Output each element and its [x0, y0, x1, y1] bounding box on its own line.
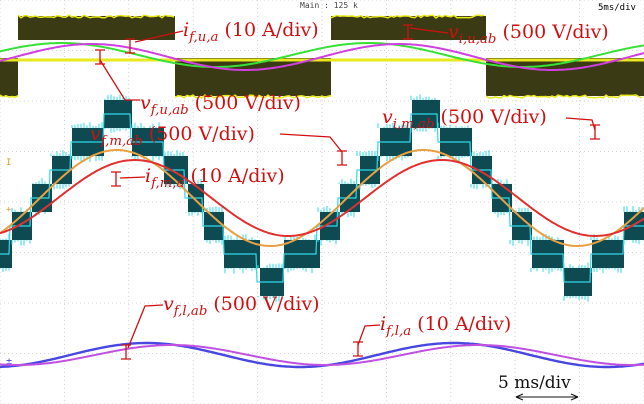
pwm-edge-bottom	[485, 94, 643, 99]
label-v-f-u-ab: vf,u,ab (500 V/div)	[140, 92, 301, 118]
time-scale-arrowhead-right	[570, 393, 579, 401]
leader-v-i-u-ab	[409, 27, 449, 34]
pwm-edge-bottom	[174, 94, 332, 99]
annotations: if,u,a (10 A/div) vi,u,ab (500 V/div) vf,u…	[90, 19, 609, 360]
trace-i-f-m-a	[0, 159, 644, 237]
leader-v-f-m-ab	[279, 133, 343, 153]
marker-v-f-u-ab	[95, 49, 105, 65]
leader-v-i-m-ab	[565, 117, 596, 131]
trace-v-f-m-ab	[0, 149, 644, 247]
staircase-band	[336, 212, 340, 240]
marker-i-f-l-a	[353, 341, 363, 357]
trace-v-f-u-ab	[0, 43, 644, 71]
marker-i-f-m-a	[111, 171, 121, 187]
pwm-block-high	[18, 16, 175, 40]
marker-v-f-l-ab	[121, 344, 131, 360]
marker-v-i-m-ab	[590, 124, 600, 140]
header-right: 5ms/div	[598, 3, 636, 13]
marker-v-i-u-ab	[403, 24, 413, 40]
label-v-f-m-ab: vf,m,ab (500 V/div)	[90, 123, 255, 149]
traces	[0, 14, 644, 369]
time-scale-label: 5 ms/div	[498, 373, 571, 393]
pwm-edge-top	[17, 14, 175, 19]
staircase-band	[436, 100, 440, 128]
leader-v-f-l-ab	[127, 304, 164, 349]
leader-v-f-u-ab	[99, 59, 140, 101]
leader-i-f-u-a	[134, 30, 184, 43]
label-v-f-l-ab: vf,l,ab (500 V/div)	[163, 293, 320, 319]
ch-marker-mid-1: I	[6, 158, 11, 168]
trace-i-f-u-a	[0, 42, 644, 68]
staircase-band	[508, 184, 512, 212]
header-center: Main : 125 k	[300, 1, 358, 10]
marker-v-f-m-ab	[337, 150, 347, 166]
label-i-f-l-a: if,l,a (10 A/div)	[380, 313, 511, 339]
trace-v-i-m-ab	[0, 113, 644, 283]
leader-i-f-l-a	[357, 324, 381, 346]
pwm-edge-top	[330, 14, 485, 19]
staircase-band	[48, 184, 52, 212]
staircase-band	[184, 156, 188, 184]
time-scale-arrowhead-left	[515, 393, 524, 401]
ch-marker-low: ±	[6, 356, 12, 367]
label-i-f-m-a: if,m,a (10 A/div)	[145, 165, 285, 191]
label-i-f-u-a: if,u,a (10 A/div)	[183, 19, 319, 45]
label-v-i-m-ab: vi,m,ab (500 V/div)	[382, 106, 547, 132]
marker-i-f-u-a	[125, 38, 135, 54]
staircase-band	[316, 240, 320, 268]
pwm-block-low	[486, 58, 644, 96]
staircase-band	[8, 240, 12, 268]
leader-i-f-m-a	[119, 176, 146, 179]
pwm-edge-bottom	[0, 94, 19, 99]
staircase-band	[356, 184, 360, 212]
time-scale: 5 ms/div	[498, 373, 579, 401]
pwm-block-low	[0, 58, 18, 96]
trace-i-f-l-a	[0, 344, 644, 366]
staircase-band	[256, 240, 260, 268]
ch-marker-mid-2: +	[6, 205, 12, 215]
label-v-i-u-ab: vi,u,ab (500 V/div)	[448, 21, 609, 47]
